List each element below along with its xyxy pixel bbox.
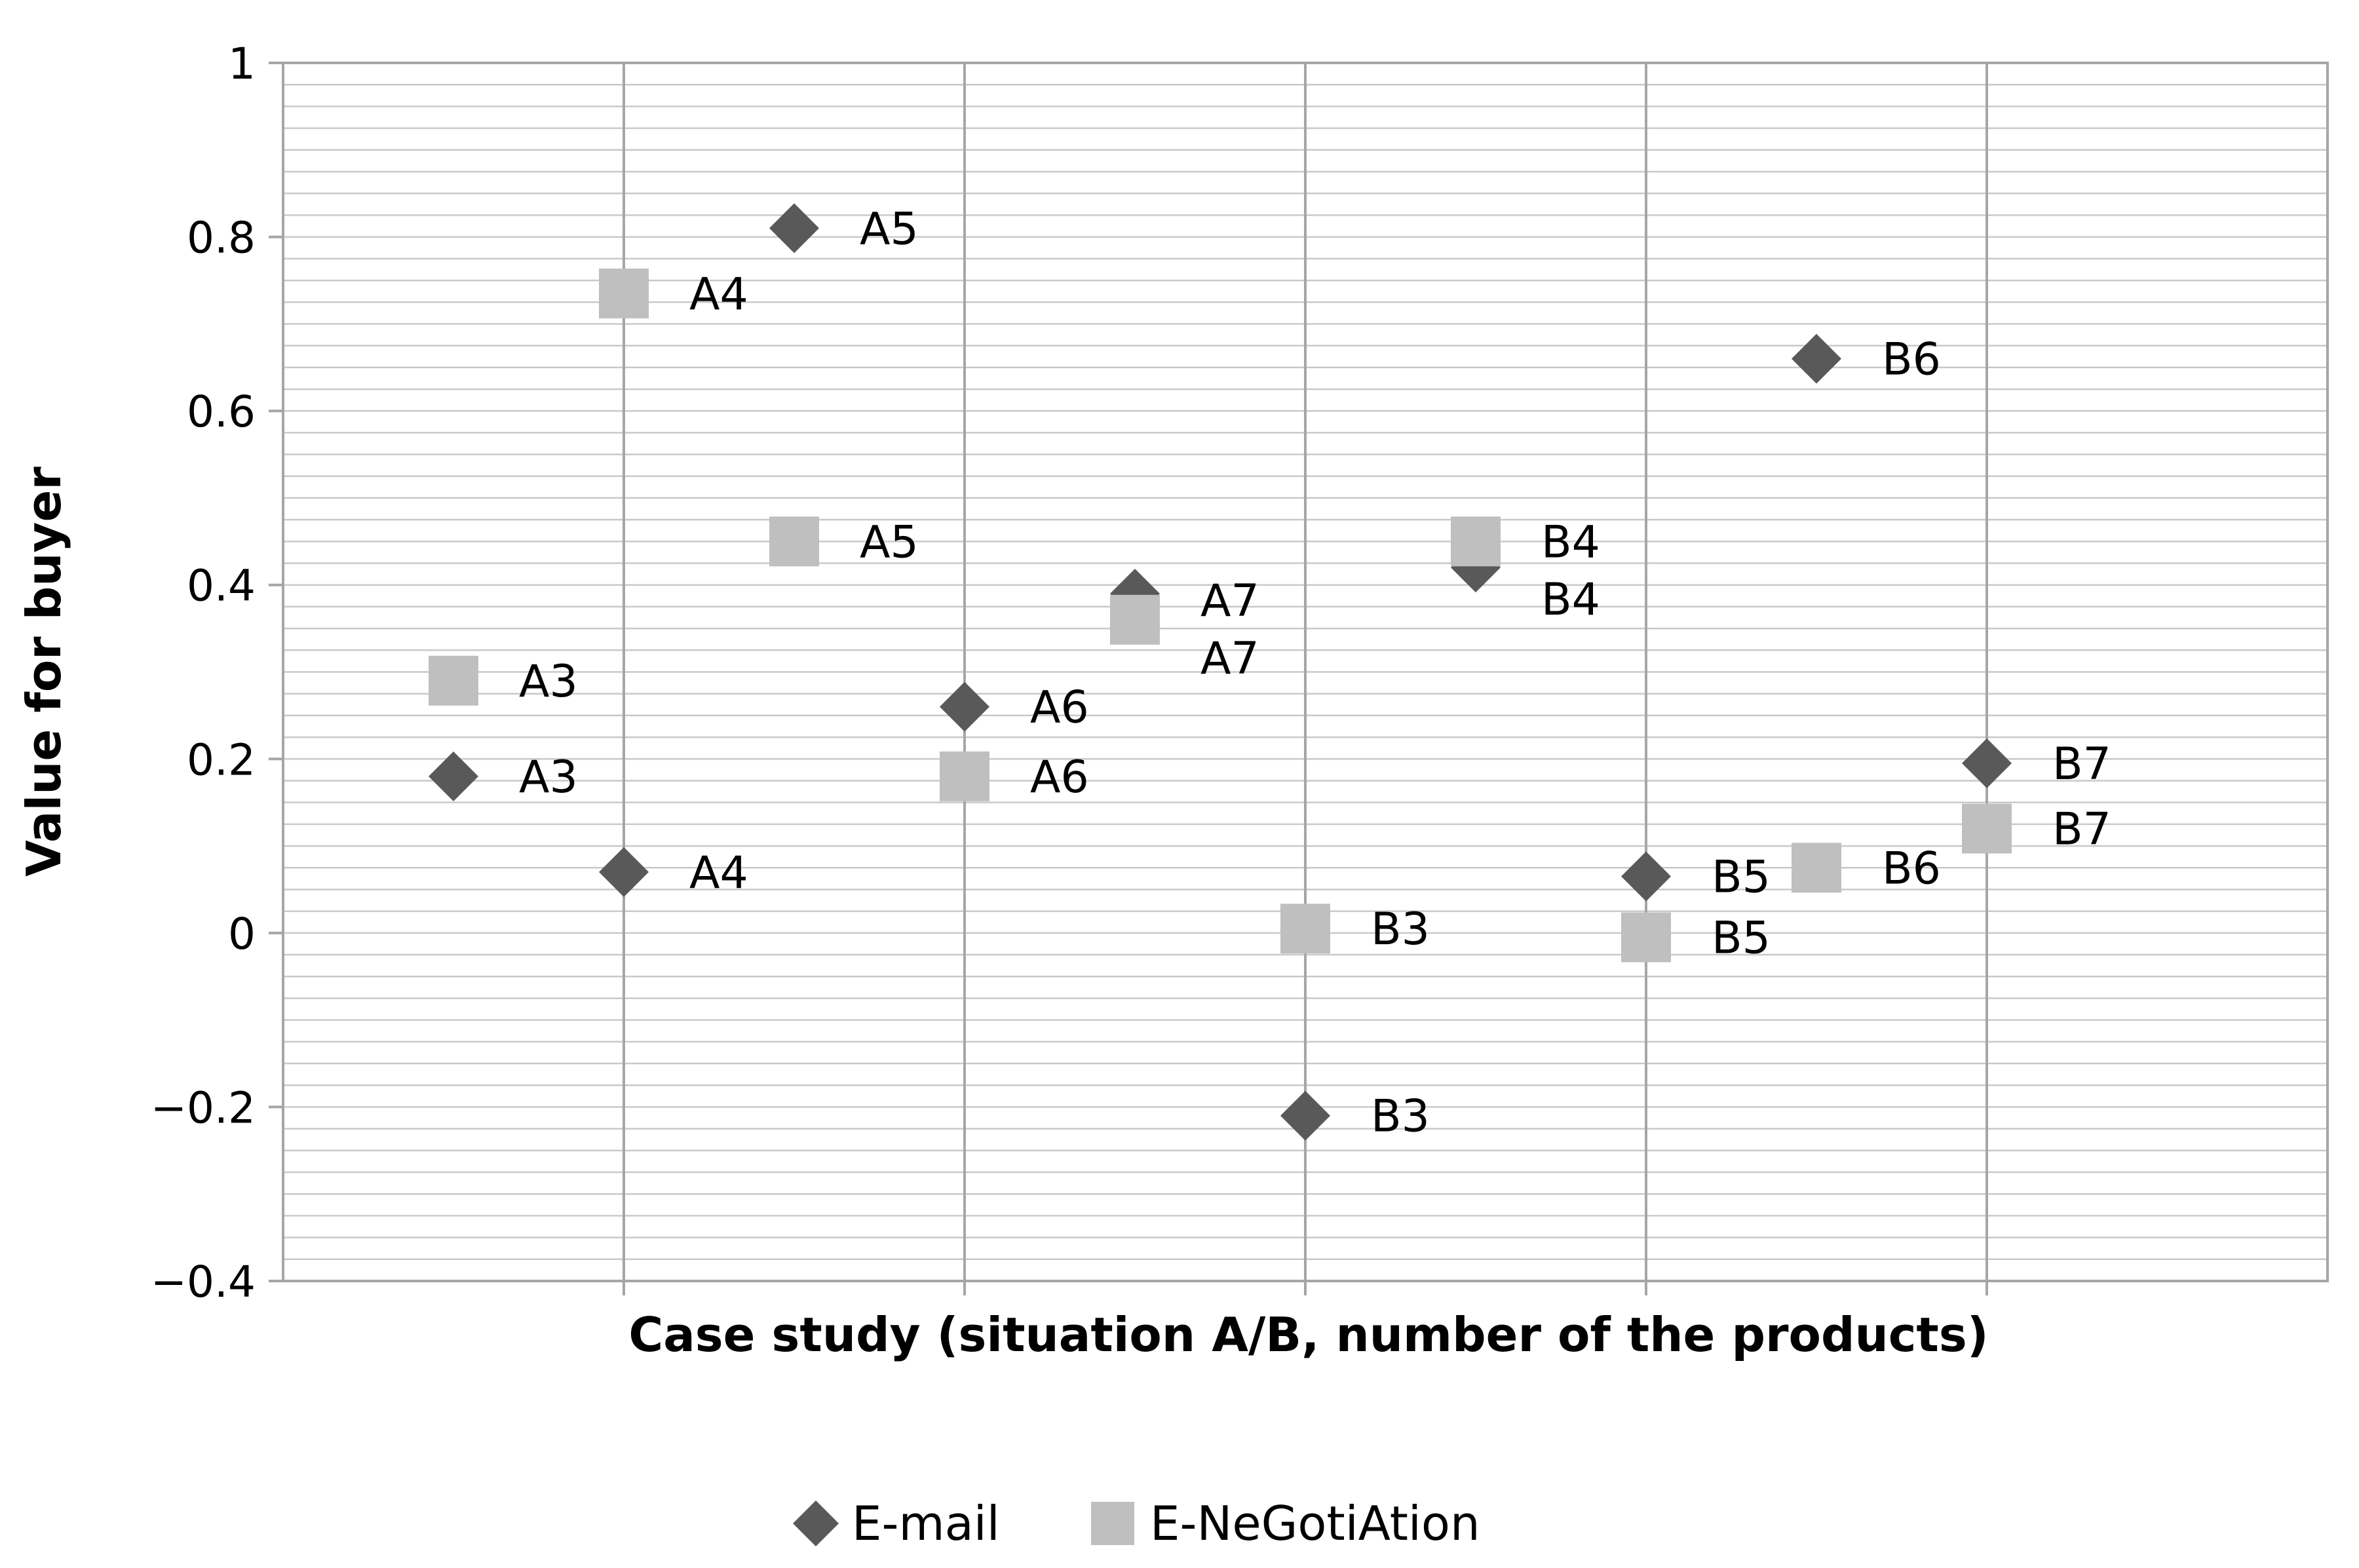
data-point-enegotiation	[1621, 912, 1671, 963]
data-point-enegotiation	[769, 516, 819, 567]
data-point-enegotiation	[1451, 516, 1501, 567]
data-label: B3	[1371, 904, 1430, 955]
data-point-enegotiation	[429, 655, 478, 706]
legend-label-enegotiation: E-NeGotiAtion	[1150, 1496, 1480, 1551]
data-point-email	[1280, 1090, 1330, 1141]
legend-item-enegotiation: E-NeGotiAtion	[1091, 1496, 1480, 1551]
data-label: A7	[1200, 633, 1259, 685]
series-enegotiation	[429, 268, 2012, 963]
data-label: B7	[2052, 738, 2111, 790]
data-point-email	[429, 751, 478, 801]
data-label: B6	[1882, 334, 1941, 385]
y-tick-label: 0.6	[187, 387, 256, 437]
point-labels: A3 A4 A5 A6 A7 B3 B4 B5 B6 B7 A3 A4 A5 A6 A7 B3 B4 B5 B6 B7	[519, 203, 2111, 1142]
y-tick-label: −0.2	[151, 1082, 256, 1133]
data-label: A3	[519, 752, 578, 803]
x-axis-title: Case study (situation A/B, number of the…	[628, 1307, 1988, 1362]
data-label: B4	[1541, 574, 1600, 626]
y-tick-label: −0.4	[151, 1257, 256, 1307]
data-point-enegotiation	[1792, 843, 1841, 893]
data-point-enegotiation	[940, 751, 989, 801]
y-tick-label: 0.2	[187, 735, 256, 785]
data-label: A4	[689, 847, 748, 899]
y-tick-label: 1	[228, 39, 256, 89]
y-axis-ticks: 1 0.8 0.6 0.4 0.2 0 −0.2 −0.4	[151, 39, 283, 1307]
legend-label-email: E-mail	[852, 1496, 1000, 1551]
data-label: B5	[1712, 912, 1771, 964]
data-point-enegotiation	[1280, 904, 1330, 954]
data-point-enegotiation	[1962, 803, 2012, 854]
data-label: B5	[1712, 852, 1771, 904]
y-axis-title: Value for buyer	[16, 467, 71, 877]
y-tick-label: 0.4	[187, 561, 256, 611]
y-tick-label: 0.8	[187, 213, 256, 263]
data-point-email	[1792, 334, 1841, 384]
data-label: A7	[1200, 575, 1259, 627]
data-label: A3	[519, 656, 578, 708]
data-point-email	[940, 681, 989, 732]
legend-item-email: E-mail	[793, 1496, 1000, 1551]
data-label: B4	[1541, 516, 1600, 568]
data-point-email	[599, 847, 649, 897]
data-label: B7	[2052, 804, 2111, 856]
data-point-email	[769, 203, 819, 254]
data-label: A5	[860, 203, 919, 255]
data-point-email	[1621, 851, 1671, 902]
data-point-enegotiation	[1110, 594, 1160, 645]
data-point-enegotiation	[599, 268, 649, 318]
y-tick-label: 0	[228, 909, 256, 959]
data-label: B6	[1882, 843, 1941, 894]
data-point-email	[1962, 738, 2012, 788]
legend-diamond-marker	[793, 1501, 839, 1546]
data-label: A6	[1030, 682, 1089, 734]
data-label: A6	[1030, 752, 1089, 803]
data-label: B3	[1371, 1091, 1430, 1143]
data-label: A5	[860, 516, 919, 568]
legend-square-marker	[1091, 1502, 1134, 1545]
series-layer	[429, 203, 2012, 1141]
major-gridlines	[623, 63, 1988, 1295]
legend: E-mail E-NeGotiAtion	[793, 1496, 1480, 1551]
plot-area-frame	[282, 62, 2329, 1282]
data-label: A4	[689, 269, 748, 320]
